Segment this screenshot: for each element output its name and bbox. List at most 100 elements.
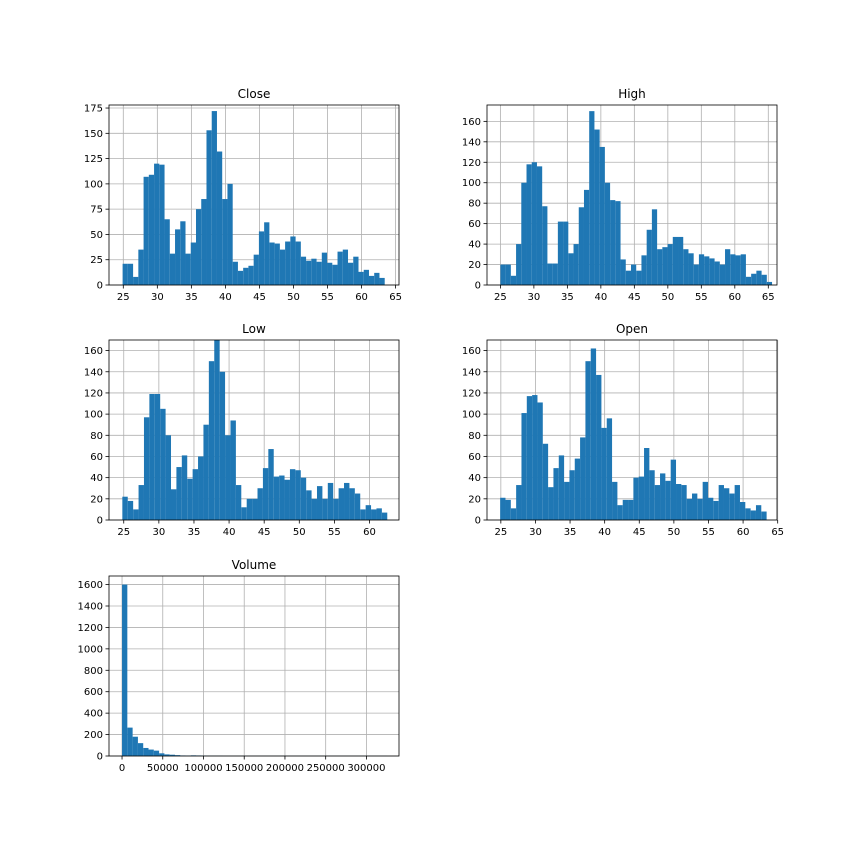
y-tick-label: 120 — [84, 388, 103, 399]
low-bar — [208, 361, 215, 520]
volume-bar — [174, 755, 181, 756]
open-bar — [755, 505, 762, 520]
y-tick-label: 160 — [462, 117, 481, 128]
volume-bar — [148, 749, 154, 756]
y-tick-label: 0 — [475, 281, 481, 292]
close-bar — [253, 254, 259, 285]
open-bar — [558, 455, 565, 520]
close-bar — [143, 176, 149, 285]
y-tick-label: 80 — [468, 199, 481, 210]
low-bar — [344, 482, 350, 520]
low-bar — [338, 488, 345, 520]
axes-frame — [486, 104, 778, 286]
low-bar — [225, 435, 231, 520]
low-bar — [246, 498, 253, 520]
low-bar — [149, 394, 155, 520]
close-bar — [290, 236, 296, 285]
x-tick-label: 40 — [223, 527, 236, 538]
chart-title-close: Close — [238, 87, 271, 101]
open-bar — [564, 481, 570, 520]
y-tick-label: 40 — [90, 473, 103, 484]
open-bar — [660, 473, 666, 520]
open-bar — [761, 511, 767, 520]
high-bar — [756, 270, 762, 285]
y-tick-label: 100 — [84, 179, 103, 190]
open-bar — [542, 443, 549, 520]
close-bar — [311, 258, 317, 285]
x-tick-label: 35 — [185, 292, 198, 303]
close-bar — [248, 265, 254, 285]
x-tick-label: 50 — [293, 527, 306, 538]
close-bar — [353, 256, 359, 285]
y-tick-label: 40 — [468, 473, 481, 484]
high-bar — [636, 270, 642, 285]
close-bar — [206, 130, 212, 285]
low-bar — [252, 498, 258, 520]
close-bar — [133, 276, 139, 285]
high-bar — [604, 182, 611, 285]
close-bar — [374, 272, 380, 285]
y-tick-label: 200 — [84, 730, 103, 741]
close-bar — [279, 249, 286, 285]
close-bar — [138, 249, 144, 285]
chart-title-open: Open — [616, 322, 648, 336]
low-bar — [138, 485, 144, 520]
high-bar — [505, 264, 511, 285]
x-tick-label: 50 — [668, 527, 681, 538]
low-bar — [268, 449, 274, 520]
high-bar — [599, 146, 605, 285]
high-bar — [725, 249, 731, 285]
low-bar — [192, 469, 199, 520]
high-bar — [542, 206, 548, 285]
x-tick-label: 30 — [152, 527, 165, 538]
close-bar — [185, 253, 191, 285]
close-bar — [285, 241, 291, 285]
low-bar — [279, 475, 285, 520]
high-bar — [568, 253, 574, 285]
volume-bar — [127, 727, 133, 756]
x-tick-label: 250000 — [307, 763, 345, 774]
low-bar — [327, 482, 334, 520]
x-tick-label: 60 — [355, 292, 368, 303]
high-bar — [730, 254, 736, 285]
x-tick-label: 25 — [117, 527, 130, 538]
low-bar — [284, 479, 290, 520]
open-bar — [729, 493, 735, 520]
chart-title-volume: Volume — [232, 558, 277, 572]
y-tick-label: 0 — [475, 516, 481, 527]
x-tick-label: 55 — [695, 292, 708, 303]
open-bar — [569, 470, 575, 520]
open-bar — [734, 485, 740, 520]
close-bar — [159, 164, 165, 285]
low-bar — [306, 490, 312, 520]
high-bar — [620, 259, 626, 285]
x-tick-label: 60 — [737, 527, 750, 538]
low-bar — [154, 394, 161, 520]
x-tick-label: 45 — [633, 527, 646, 538]
x-tick-label: 150000 — [225, 763, 263, 774]
open-bar — [665, 480, 671, 520]
high-bar — [672, 236, 679, 285]
low-bar — [203, 424, 209, 520]
close-bar — [190, 242, 196, 285]
low-bar — [262, 468, 269, 520]
axes-frame — [108, 104, 400, 286]
volume-bar — [137, 743, 144, 756]
high-bar — [646, 229, 652, 285]
low-bar — [127, 500, 134, 520]
close-bar — [127, 263, 134, 285]
close-bar — [211, 111, 217, 285]
high-bar — [615, 201, 621, 285]
x-tick-label: 65 — [762, 292, 775, 303]
low-bar — [300, 477, 307, 520]
low-bar — [214, 340, 220, 520]
open-bar — [628, 499, 634, 520]
high-bar — [536, 166, 543, 285]
open-bar — [670, 459, 677, 520]
volume-bar — [164, 754, 170, 756]
open-bar — [750, 510, 756, 520]
close-bar — [327, 262, 333, 285]
close-bar — [222, 199, 228, 285]
y-tick-label: 140 — [84, 367, 103, 378]
high-bar — [662, 247, 668, 285]
